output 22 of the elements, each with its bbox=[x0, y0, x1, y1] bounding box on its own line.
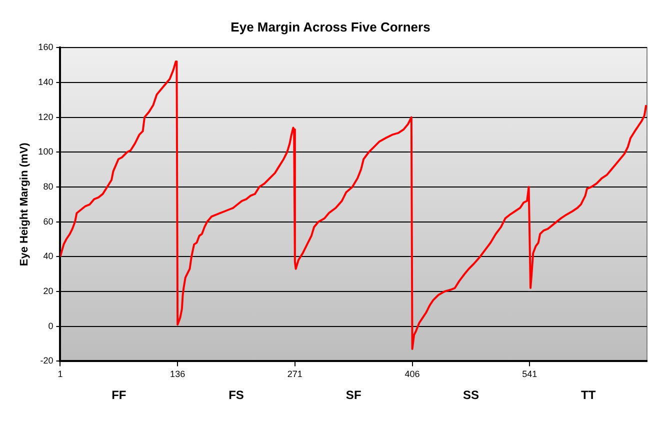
text: SS bbox=[462, 388, 479, 402]
y-tick-label: 20 bbox=[43, 286, 54, 296]
y-tick-label: -20 bbox=[40, 356, 54, 366]
text: FS bbox=[228, 388, 244, 402]
y-tick-label: 40 bbox=[43, 251, 54, 262]
x-tick-label: 1 bbox=[58, 369, 63, 380]
y-tick-label: 140 bbox=[38, 76, 54, 87]
x-tick-label: 541 bbox=[522, 369, 538, 380]
y-tick-label: 160 bbox=[38, 42, 54, 52]
y-tick-label: 60 bbox=[43, 216, 54, 226]
y-tick-label: 80 bbox=[43, 181, 54, 192]
x-tick-label: 136 bbox=[170, 369, 186, 380]
text: TT bbox=[580, 388, 596, 402]
y-tick-label: 100 bbox=[38, 146, 54, 157]
y-tick-label: 0 bbox=[48, 320, 54, 331]
text: SF bbox=[346, 388, 362, 402]
x-tick-label: 406 bbox=[404, 369, 420, 380]
y-tick-label: 120 bbox=[38, 112, 54, 122]
x-tick-label: 271 bbox=[287, 369, 302, 380]
chart-title: Eye Margin Across Five Corners bbox=[230, 19, 430, 34]
text: FF bbox=[112, 388, 126, 402]
y-axis-title: Eye Height Margin (mV) bbox=[18, 142, 31, 266]
